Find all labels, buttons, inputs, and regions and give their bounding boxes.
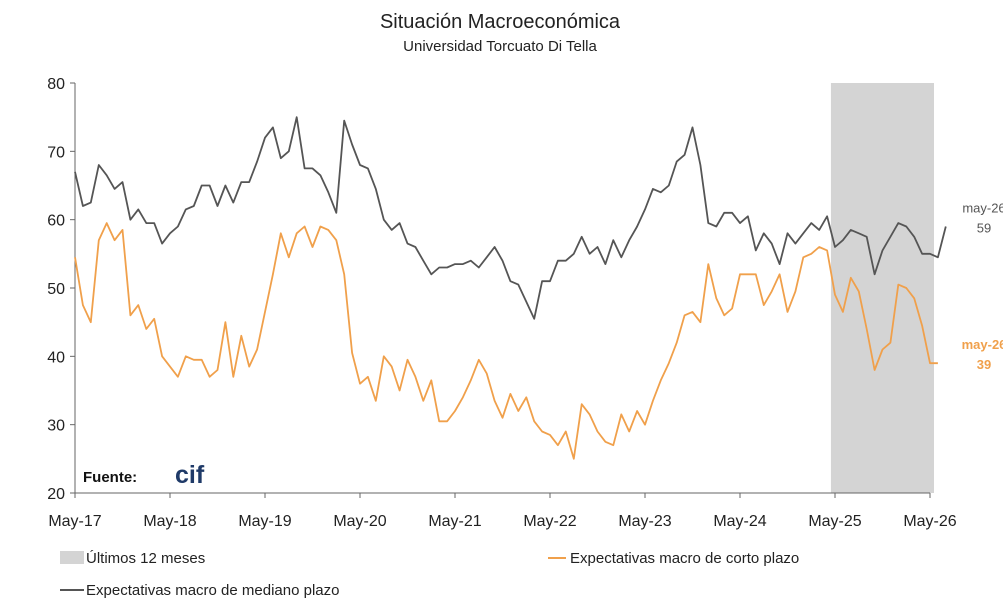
source-logo: cif <box>175 461 205 489</box>
shaded-region <box>830 83 934 493</box>
x-tick-label: May-20 <box>333 513 386 530</box>
y-tick-label: 30 <box>47 418 65 435</box>
x-tick-label: May-24 <box>713 513 766 530</box>
y-tick-label: 40 <box>47 349 65 366</box>
legend-label-series-1: Expectativas macro de mediano plazo <box>86 582 339 599</box>
x-tick-label: May-19 <box>238 513 291 530</box>
chart-title: Situación Macroeconómica <box>380 11 621 33</box>
series-line-1 <box>74 116 947 320</box>
y-tick-label: 20 <box>47 486 65 503</box>
x-tick-label: May-25 <box>808 513 861 530</box>
y-tick-label: 50 <box>47 281 65 298</box>
x-tick-label: May-21 <box>428 513 481 530</box>
shaded-region-layer <box>830 83 934 493</box>
legend-label-series-0: Expectativas macro de corto plazo <box>570 550 799 567</box>
y-tick-label: 70 <box>47 144 65 161</box>
x-tick-label: May-22 <box>523 513 576 530</box>
x-tick-label: May-17 <box>48 513 101 530</box>
chart-subtitle: Universidad Torcuato Di Tella <box>403 38 597 55</box>
series-layer <box>74 116 947 460</box>
axes: 80 70 60 50 40 30 20 May-17 May-18 May-19 May-20 Ma… <box>47 76 957 530</box>
x-tick-label: May-18 <box>143 513 196 530</box>
end-label-date: may-26 <box>962 337 1003 352</box>
end-labels: may-26 39 may-26 59 <box>962 201 1003 373</box>
end-label-value: 39 <box>977 357 991 372</box>
y-tick-label: 60 <box>47 213 65 230</box>
end-label-value: 59 <box>977 221 991 236</box>
series-line-0 <box>74 222 938 460</box>
end-label-date: may-26 <box>962 201 1003 216</box>
legend: Últimos 12 meses Expectativas macro de c… <box>60 550 799 599</box>
source-label: Fuente: <box>83 469 137 486</box>
legend-swatch-shaded-region <box>60 551 84 564</box>
x-tick-label: May-26 <box>903 513 956 530</box>
x-tick-label: May-23 <box>618 513 671 530</box>
legend-label-shaded-region: Últimos 12 meses <box>86 550 205 567</box>
y-tick-label: 80 <box>47 76 65 93</box>
